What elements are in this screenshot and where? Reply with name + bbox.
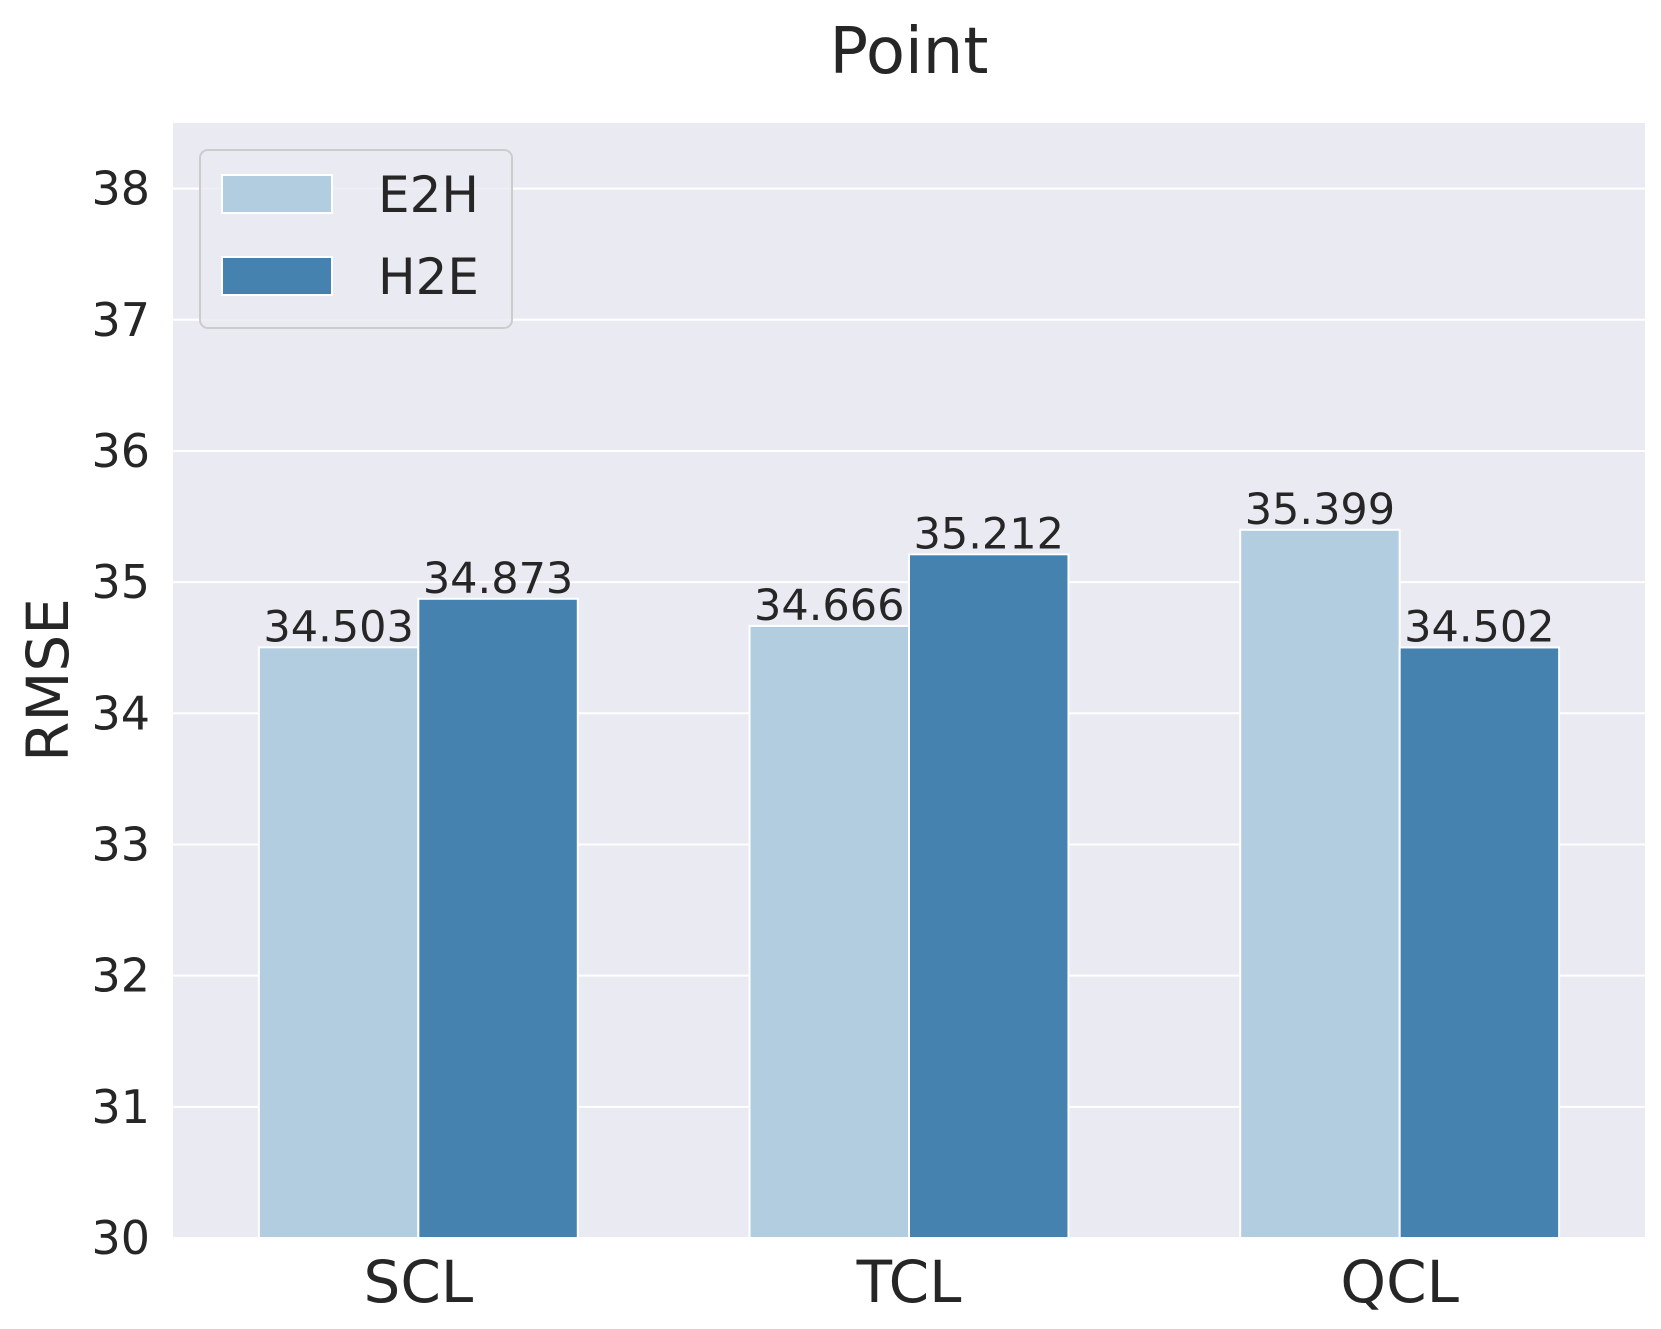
- y-tick-label: 34: [91, 686, 150, 740]
- y-tick-labels: 30 31 32 33 34 35 36 37 38: [91, 162, 150, 1265]
- legend-label-h2e: H2E: [378, 248, 479, 306]
- legend-swatch-h2e: [221, 256, 333, 296]
- bar-e2h-qcl: [1239, 528, 1401, 1239]
- bar-h2e-qcl: [1398, 646, 1561, 1239]
- y-tick-label: 36: [91, 424, 150, 478]
- x-tick-labels: SCL TCL QCL: [364, 1248, 1459, 1316]
- y-tick-label: 33: [91, 817, 150, 871]
- y-tick-label: 32: [91, 949, 150, 1003]
- bar-value-label: 35.212: [913, 509, 1063, 559]
- legend-swatch-e2h: [221, 174, 333, 214]
- bar-value-label: 34.502: [1404, 602, 1554, 652]
- legend-label-e2h: E2H: [378, 166, 479, 224]
- chart-title: Point: [830, 15, 989, 89]
- bar-value-label: 35.399: [1245, 485, 1395, 535]
- bar-e2h-scl: [257, 646, 420, 1239]
- bar-e2h-tcl: [748, 624, 910, 1239]
- bar-value-label: 34.666: [754, 581, 904, 631]
- bar-value-label: 34.873: [423, 554, 573, 604]
- bars: [257, 528, 1561, 1239]
- x-tick-label: SCL: [364, 1248, 474, 1316]
- y-tick-label: 37: [91, 293, 150, 347]
- y-tick-label: 30: [91, 1211, 150, 1265]
- bar-value-label: 34.503: [263, 602, 413, 652]
- bar-h2e-scl: [417, 597, 579, 1239]
- bar-h2e-tcl: [908, 553, 1070, 1239]
- x-tick-label: TCL: [856, 1248, 962, 1316]
- y-axis-label: RMSE: [14, 598, 82, 762]
- y-tick-label: 38: [91, 162, 150, 216]
- y-tick-label: 31: [91, 1080, 150, 1134]
- y-tick-label: 35: [91, 555, 150, 609]
- x-tick-label: QCL: [1340, 1248, 1458, 1316]
